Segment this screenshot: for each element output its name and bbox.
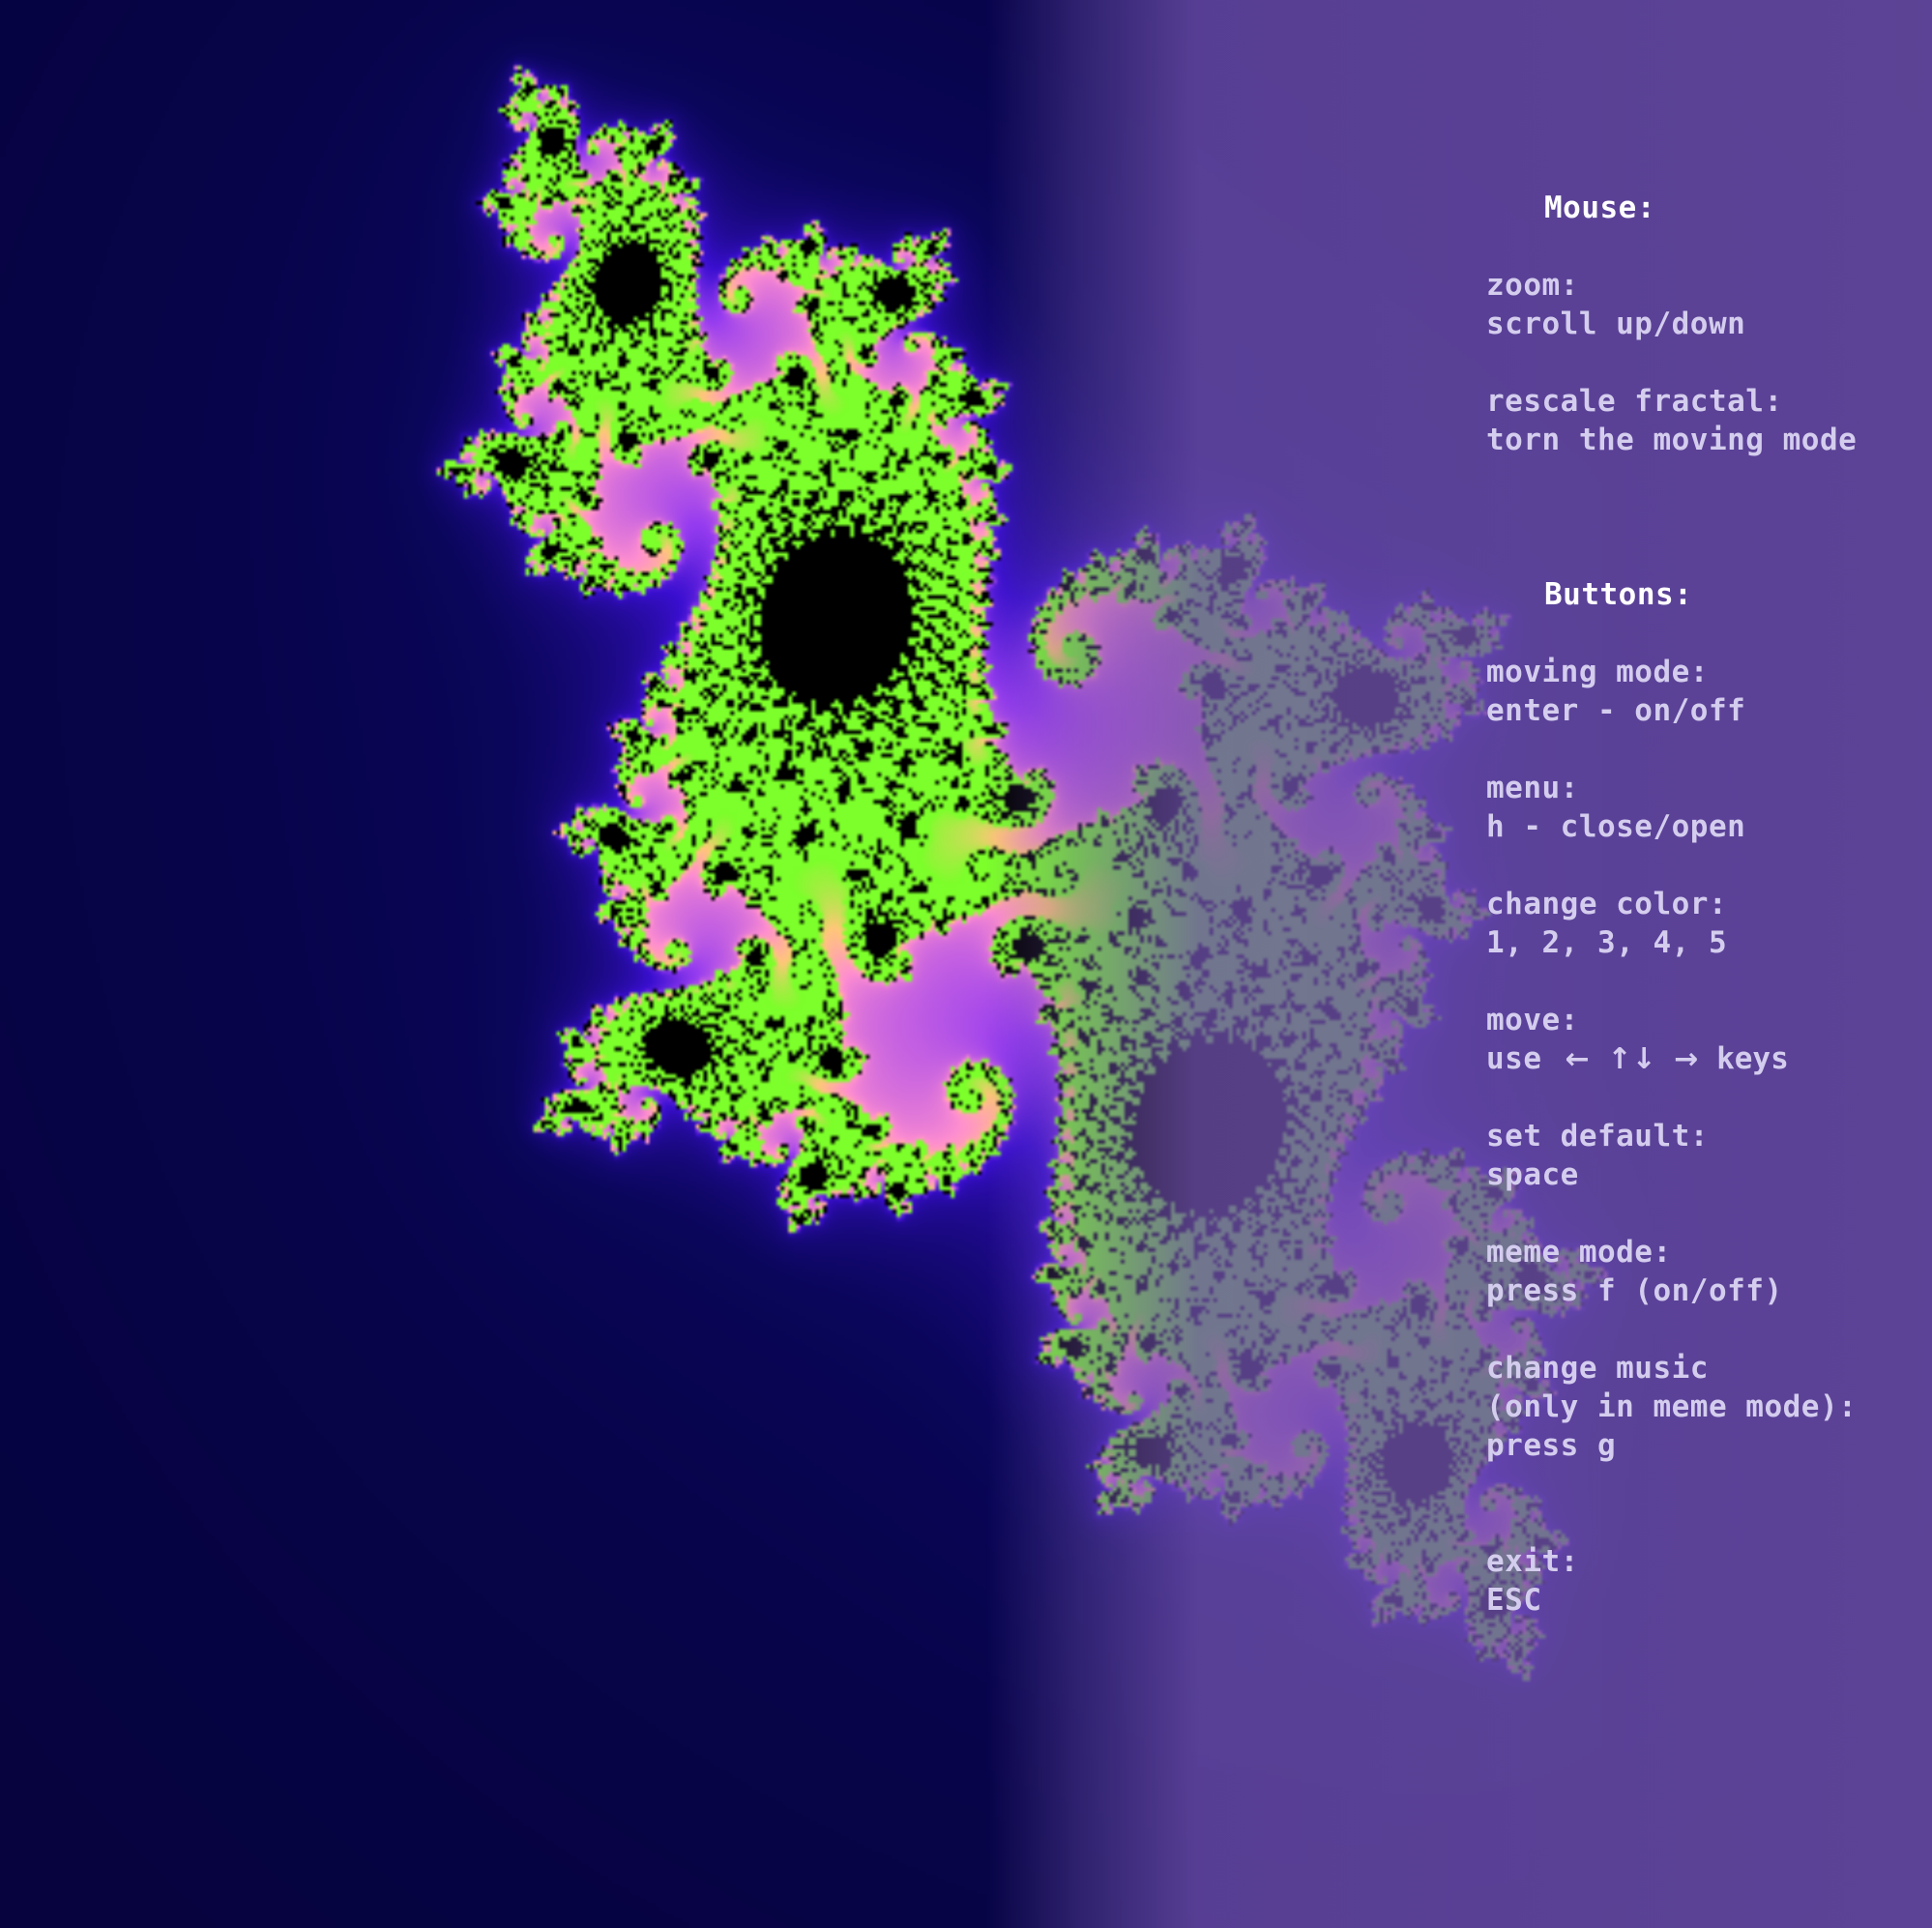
moving-mode-label: moving mode: — [1486, 655, 1709, 689]
change-color-label: change color: — [1486, 887, 1728, 921]
zoom-entry: zoom: scroll up/down — [1486, 266, 1921, 343]
change-music-entry: change music (only in meme mode): press … — [1486, 1349, 1921, 1465]
change-music-value: press g — [1486, 1428, 1617, 1463]
exit-label: exit: — [1486, 1544, 1579, 1579]
change-music-label: change music — [1486, 1351, 1709, 1386]
moving-mode-entry: moving mode: enter - on/off — [1486, 653, 1921, 730]
set-default-value: space — [1486, 1157, 1579, 1192]
zoom-label: zoom: — [1486, 268, 1579, 303]
set-default-entry: set default: space — [1486, 1117, 1921, 1194]
buttons-heading: Buttons: — [1544, 577, 1693, 612]
moving-mode-value: enter - on/off — [1486, 693, 1746, 728]
move-use-text: use — [1486, 1041, 1542, 1076]
move-keys-text: keys — [1716, 1041, 1789, 1076]
arrow-down-icon: ↓ — [1631, 1042, 1656, 1076]
arrow-right-icon: → — [1674, 1042, 1699, 1076]
exit-value: ESC — [1486, 1583, 1542, 1618]
change-color-value: 1, 2, 3, 4, 5 — [1486, 925, 1728, 960]
menu-toggle-value: h - close/open — [1486, 809, 1746, 844]
arrow-left-icon: ← — [1565, 1042, 1590, 1076]
exit-entry: exit: ESC — [1486, 1542, 1921, 1620]
rescale-value: torn the moving mode — [1486, 423, 1858, 457]
rescale-label: rescale fractal: — [1486, 384, 1783, 419]
meme-mode-label: meme mode: — [1486, 1235, 1672, 1270]
move-value: use ← ↑↓ → keys — [1486, 1039, 1921, 1078]
set-default-label: set default: — [1486, 1119, 1709, 1154]
change-music-note: (only in meme mode): — [1486, 1389, 1858, 1424]
meme-mode-entry: meme mode: press f (on/off) — [1486, 1233, 1921, 1310]
change-color-entry: change color: 1, 2, 3, 4, 5 — [1486, 885, 1921, 962]
help-menu: Mouse: zoom: scroll up/down rescale frac… — [1486, 189, 1921, 1620]
menu-toggle-label: menu: — [1486, 771, 1579, 805]
meme-mode-value: press f (on/off) — [1486, 1273, 1783, 1308]
move-label: move: — [1486, 1003, 1579, 1037]
arrow-keys: ← ↑↓ → keys — [1566, 1039, 1789, 1079]
arrow-up-icon: ↑ — [1607, 1042, 1632, 1076]
move-entry: move: use ← ↑↓ → keys — [1486, 1001, 1921, 1078]
zoom-value: scroll up/down — [1486, 307, 1746, 341]
menu-toggle-entry: menu: h - close/open — [1486, 769, 1921, 846]
rescale-entry: rescale fractal: torn the moving mode — [1486, 382, 1921, 459]
mouse-heading: Mouse: — [1544, 190, 1655, 225]
